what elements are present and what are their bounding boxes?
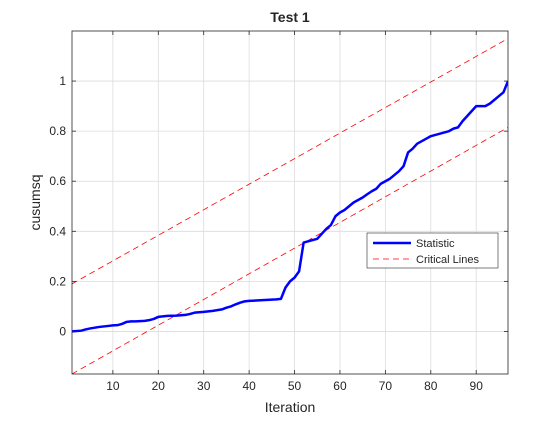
x-tick-label: 90 bbox=[470, 379, 484, 393]
x-axis-label: Iteration bbox=[265, 399, 316, 415]
y-tick-label: 1 bbox=[59, 74, 66, 88]
series-line-statistic bbox=[72, 80, 508, 333]
chart-title: Test 1 bbox=[270, 9, 310, 25]
x-tick-label: 10 bbox=[106, 379, 120, 393]
y-tick-label: 0 bbox=[59, 324, 66, 338]
tick-layer: 10 20 30 40 50 60 70 80 90 0 0.2 0.4 0.6 0.8 1 bbox=[49, 31, 508, 393]
legend: Statistic Critical Lines bbox=[366, 232, 499, 269]
x-tick-label: 20 bbox=[152, 379, 166, 393]
critical-line-upper bbox=[72, 38, 508, 285]
legend-box bbox=[366, 232, 499, 269]
plot-area bbox=[72, 31, 508, 374]
y-tick-label: 0.6 bbox=[49, 174, 66, 188]
x-tick-label: 40 bbox=[242, 379, 256, 393]
critical-line-lower bbox=[72, 127, 508, 374]
x-tick-label: 80 bbox=[424, 379, 438, 393]
x-tick-label: 70 bbox=[379, 379, 393, 393]
legend-label-statistic: Statistic bbox=[416, 238, 455, 250]
legend-label-critical-lines: Critical Lines bbox=[416, 254, 479, 266]
y-tick-label: 0.2 bbox=[49, 274, 66, 288]
x-tick-label: 30 bbox=[197, 379, 211, 393]
y-tick-label: 0.8 bbox=[49, 124, 66, 138]
x-tick-label: 60 bbox=[333, 379, 347, 393]
x-tick-label: 50 bbox=[288, 379, 302, 393]
y-tick-label: 0.4 bbox=[49, 224, 66, 238]
axes-frame bbox=[71, 30, 509, 375]
y-axis-label: cusumsq bbox=[27, 174, 43, 230]
series-layer bbox=[72, 38, 508, 374]
